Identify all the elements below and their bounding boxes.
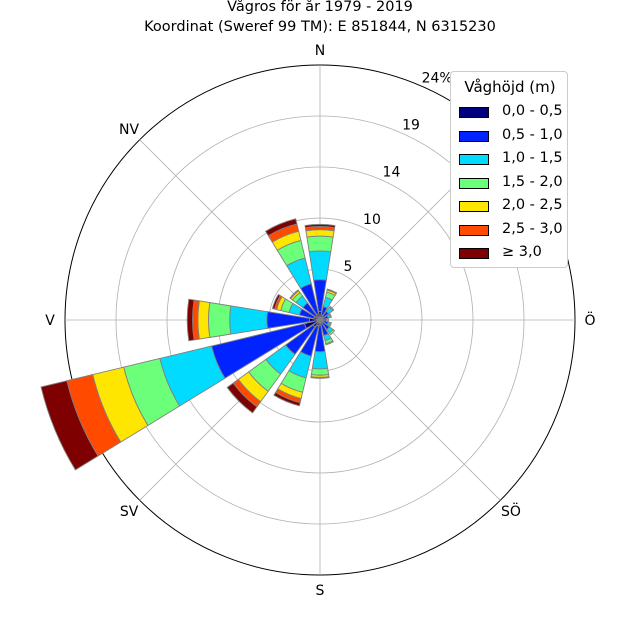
bar-segment (197, 300, 211, 340)
radial-tick-label: 5 (344, 259, 353, 275)
legend-label: 0,0 - 0,5 (502, 103, 563, 119)
radial-tick-label: 24% (422, 70, 453, 86)
bar-segment (264, 218, 298, 237)
bar-segment (328, 305, 335, 312)
legend-swatch (459, 224, 489, 236)
bar-segment (326, 288, 338, 295)
direction-label: N (315, 43, 325, 59)
radial-tick-label: 14 (383, 165, 401, 181)
legend-label: 2,0 - 2,5 (502, 197, 563, 213)
legend-item: 0,0 - 0,5 (451, 102, 569, 122)
legend-item: 1,5 - 2,0 (451, 173, 569, 193)
wind-rose-bars (40, 218, 338, 471)
direction-label: SV (120, 504, 139, 520)
legend-label: 1,5 - 2,0 (502, 173, 563, 190)
legend-swatch (459, 107, 489, 118)
direction-label: NV (119, 122, 139, 138)
legend-swatch (459, 130, 489, 142)
legend-item: 2,5 - 3,0 (451, 220, 569, 240)
bar-segment (207, 302, 232, 338)
bar-segment (305, 229, 335, 238)
direction-label: Ö (584, 311, 595, 329)
bar-segment (328, 313, 332, 319)
direction-label: S (316, 583, 325, 599)
legend-item: ≥ 3,0 (451, 243, 569, 263)
legend-title: Våghöjd (m) (464, 78, 556, 96)
bar-segment (310, 376, 330, 379)
bar-segment (325, 340, 334, 346)
legend-label: 1,0 - 1,5 (502, 150, 563, 166)
legend-item: 1,0 - 1,5 (451, 149, 569, 169)
bar-segment (325, 318, 329, 322)
radial-tick-label: 19 (402, 118, 420, 134)
bar-segment (226, 382, 258, 414)
direction-label: SÖ (501, 502, 521, 520)
radial-tick-label: 10 (363, 212, 381, 228)
bar-segment (306, 235, 334, 253)
bar-segment (328, 321, 332, 327)
chart-subtitle: Koordinat (Sweref 99 TM): E 851844, N 63… (144, 19, 496, 35)
bar-segment (311, 350, 329, 370)
bar-segment (289, 289, 300, 300)
bar-segment (304, 223, 336, 229)
bar-segment (310, 367, 330, 376)
bar-segment (229, 305, 269, 335)
legend-swatch (459, 248, 489, 259)
grid-spoke (139, 139, 321, 321)
chart-title: Vågros för år 1979 - 2019 (227, 0, 413, 15)
bar-segment (186, 298, 195, 342)
direction-label: V (45, 313, 55, 329)
legend-item: 2,0 - 2,5 (451, 196, 569, 216)
legend-swatch (459, 177, 489, 189)
legend: Våghöjd (m) 0,0 - 0,5 0,5 - 1,0 1,0 - 1,5 1… (450, 71, 568, 268)
legend-label: 2,5 - 3,0 (502, 220, 563, 237)
bar-segment (40, 380, 99, 471)
bar-segment (328, 328, 336, 336)
legend-swatch (459, 154, 489, 165)
grid-spoke (319, 319, 501, 501)
bar-segment (271, 293, 281, 310)
bar-segment (273, 391, 301, 407)
bar-segment (308, 250, 332, 281)
legend-item: 0,5 - 1,0 (451, 126, 569, 146)
legend-label: 0,5 - 1,0 (502, 126, 563, 143)
legend-label: ≥ 3,0 (502, 244, 542, 260)
legend-swatch (459, 201, 489, 212)
